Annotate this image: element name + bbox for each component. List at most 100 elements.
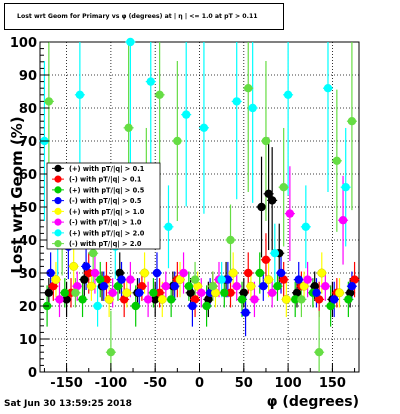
legend-marker <box>54 175 62 183</box>
legend-marker <box>54 240 62 248</box>
data-point <box>88 249 98 258</box>
data-point <box>86 281 96 291</box>
data-point <box>152 268 162 278</box>
data-point <box>81 262 91 271</box>
data-point <box>44 288 54 297</box>
data-point <box>261 136 271 146</box>
data-point <box>226 235 235 245</box>
data-point <box>197 288 206 297</box>
y-tick-label: 90 <box>19 69 37 84</box>
data-point <box>292 288 302 297</box>
data-point <box>150 295 160 304</box>
data-point <box>237 295 247 304</box>
data-point <box>338 216 348 225</box>
data-point <box>175 275 185 285</box>
data-point <box>341 183 350 192</box>
y-tick-label: 60 <box>19 168 37 183</box>
legend-marker <box>54 164 62 172</box>
y-tick-label: 20 <box>19 300 37 315</box>
x-tick-label: -50 <box>143 376 167 391</box>
data-point <box>143 295 153 304</box>
data-point <box>166 295 176 304</box>
data-point <box>49 282 58 291</box>
data-point <box>164 222 173 231</box>
data-point <box>347 117 357 126</box>
y-tick-label: 10 <box>19 333 37 348</box>
data-point <box>248 103 257 113</box>
data-point <box>137 282 147 291</box>
data-point <box>155 288 164 297</box>
data-point <box>261 255 271 264</box>
data-point <box>244 268 253 278</box>
data-point <box>291 295 300 304</box>
data-point <box>80 275 89 284</box>
data-point <box>124 123 133 132</box>
legend-marker <box>54 218 62 226</box>
data-point <box>257 202 266 212</box>
data-point <box>239 288 249 297</box>
data-point <box>99 282 109 291</box>
data-point <box>126 37 135 47</box>
data-point <box>246 281 256 291</box>
x-tick-label: -100 <box>95 376 128 391</box>
x-tick-label: 100 <box>275 376 302 391</box>
x-axis-label: φ (degrees) <box>267 394 359 410</box>
data-point <box>223 275 233 284</box>
data-point <box>217 275 226 284</box>
data-point <box>220 288 229 297</box>
data-point <box>115 268 124 278</box>
data-point <box>69 261 79 271</box>
data-point <box>332 156 342 165</box>
data-point <box>241 308 250 317</box>
data-point <box>329 295 339 304</box>
legend-marker <box>54 186 62 194</box>
data-point <box>75 90 85 100</box>
data-points <box>40 37 359 357</box>
data-point <box>297 295 306 304</box>
data-point <box>310 282 319 291</box>
x-tick-label: -150 <box>50 376 83 391</box>
data-point <box>179 268 188 278</box>
data-point <box>228 268 238 278</box>
y-tick-label: 50 <box>19 201 37 216</box>
data-point <box>279 275 288 284</box>
legend-label: (+) with pT/|q| > 0.1 <box>69 165 145 174</box>
data-point <box>264 275 274 285</box>
data-point <box>155 90 164 100</box>
data-point <box>226 288 235 297</box>
legend-label: (-) with pT/|q| > 1.0 <box>69 219 142 228</box>
legend-marker <box>54 229 62 237</box>
data-point <box>285 209 295 218</box>
data-point <box>113 282 123 291</box>
data-point <box>90 268 100 278</box>
timestamp: Sat Jun 30 13:59:25 2018 <box>4 399 132 409</box>
legend-label: (+) with pT/|q| > 0.5 <box>69 186 145 195</box>
chart-title: Lost wrt Geom for Primary vs φ (degrees)… <box>4 3 284 30</box>
legend-label: (+) with pT/|q| > 1.0 <box>69 208 145 217</box>
data-point <box>314 348 324 357</box>
data-point <box>117 275 126 284</box>
data-point <box>161 282 171 291</box>
data-point <box>199 123 209 132</box>
data-point <box>283 90 293 100</box>
y-axis-label: Lost wrt Geom (%) <box>8 116 26 273</box>
data-point <box>244 84 253 93</box>
data-point <box>232 97 241 106</box>
data-point <box>335 288 344 298</box>
data-point <box>301 222 311 231</box>
legend-marker <box>54 197 62 205</box>
x-tick-label: 50 <box>235 376 253 391</box>
data-point <box>126 275 135 284</box>
y-tick-label: 80 <box>19 102 37 117</box>
data-point <box>131 301 140 311</box>
x-tick-label: 150 <box>319 376 346 391</box>
y-tick-label: 40 <box>19 234 37 249</box>
data-point <box>84 268 93 278</box>
data-point <box>208 282 217 291</box>
legend: (+) with pT/|q| > 0.1 (-) with pT/|q| > 0… <box>46 162 161 250</box>
axis-ticks: -150 -100 -50 0 50 100 150 0 10 20 30 40 50 60 70 80 90 1… <box>10 36 356 391</box>
data-point <box>202 301 211 311</box>
data-point <box>182 110 191 119</box>
data-point <box>104 294 114 304</box>
